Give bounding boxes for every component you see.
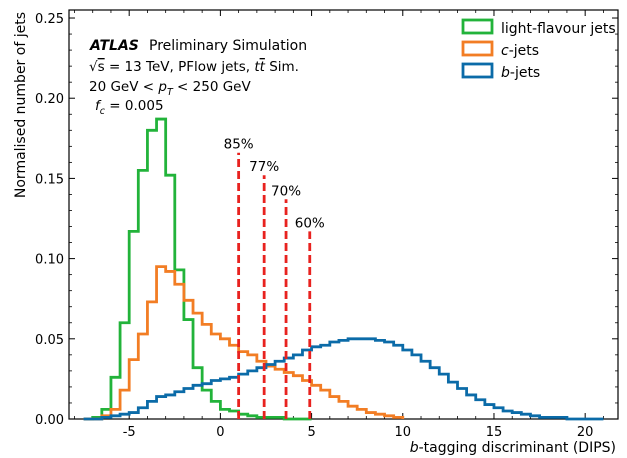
wp-label: 70% [271,183,301,199]
annotation-line-energy: √s = 13 TeV, PFlow jets, tt Sim. [89,59,299,75]
fc-value: = 0.005 [105,98,164,114]
x-tick-label: 15 [486,425,503,440]
ttbar-tbar: t [260,59,266,75]
sim-text: Sim. [265,59,299,75]
ttbar-t: t [254,59,260,75]
y-tick-label: 0.10 [35,253,64,268]
series-light-flavour [83,117,312,421]
x-tick-label: 20 [577,425,594,440]
y-tick-label: 0.05 [35,333,64,348]
sqrt-s: s [98,59,105,75]
legend-label-c: c-jets [501,43,539,59]
legend-swatch-b [461,62,494,79]
atlas-annotation: ATLAS Preliminary Simulation √s = 13 TeV… [89,38,307,117]
pt-p: p [157,79,167,95]
pt-high: < 250 GeV [173,79,252,95]
x-tick-label: 5 [307,425,315,440]
x-tick-label: 0 [216,425,224,440]
legend-swatch-light [461,18,494,35]
plot-frame [68,9,619,420]
working-point-lines: 85% 77% 70% 60% [224,137,325,419]
y-tick-label: 0.20 [35,92,64,107]
annotation-line-pt: 20 GeV < pT < 250 GeV [89,79,251,98]
wp-label: 60% [295,215,325,231]
legend-label-b: b-jets [501,65,540,81]
legend: light-flavour jets c-jets b-jets [461,18,616,81]
x-axis-label: b-tagging discriminant (DIPS) [410,440,616,456]
x-axis-label-rest: -tagging discriminant (DIPS) [419,440,616,456]
y-tick-label: 0.00 [35,413,64,428]
series-c-jets [83,265,405,421]
atlas-status-text: Preliminary Simulation [149,38,307,54]
series-b-jets [83,337,604,421]
wp-label: 85% [224,137,254,153]
pt-low: 20 GeV < [89,79,158,95]
x-axis-label-b: b [410,440,419,456]
legend-label-light: light-flavour jets [501,21,616,37]
x-tick-label: -5 [123,425,136,440]
pt-sub: T [167,87,174,98]
y-tick-label: 0.15 [35,172,64,187]
energy-text: = 13 TeV, PFlow jets, [105,59,255,75]
x-tick-label: 10 [395,425,412,440]
wp-label: 77% [249,159,279,175]
series-layer [83,117,604,421]
fc-sub: c [100,106,106,117]
fc-f: f [95,98,102,114]
axis-ticks: -5 0 5 10 15 20 0.00 0.05 0.10 0.15 0.20 0.25 [35,10,618,440]
legend-swatch-c [461,40,494,57]
atlas-logo-text: ATLAS [89,38,139,54]
y-tick-label: 0.25 [35,12,64,27]
y-axis-label: Normalised number of jets [13,12,29,198]
annotation-line-fc: fc = 0.005 [95,98,164,117]
sqrt-symbol: √ [89,59,98,75]
